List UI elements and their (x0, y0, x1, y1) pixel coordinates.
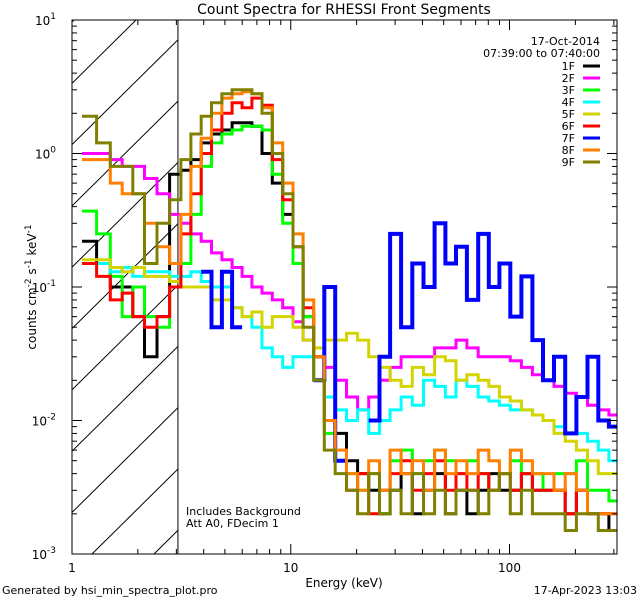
legend-label-6F: 6F (562, 120, 575, 133)
series-9F (82, 88, 617, 532)
series-group (82, 88, 617, 532)
x-tick-label: 1 (68, 561, 76, 575)
annotation-background: Includes Background (186, 505, 301, 518)
y-tick-label: 10-3 (32, 546, 56, 562)
y-tick-label: 10-2 (32, 413, 56, 429)
y-tick-label: 100 (35, 146, 56, 162)
x-tick-labels: 1 10 100 (68, 561, 521, 575)
legend-label-4F: 4F (562, 96, 575, 109)
legend-label-9F: 9F (562, 156, 575, 169)
legend-label-3F: 3F (562, 84, 575, 97)
footer-timestamp: 17-Apr-2023 13:03 (534, 584, 637, 597)
hatch-line (72, 20, 261, 207)
legend-label-5F: 5F (562, 108, 575, 121)
hatch-line (0, 20, 12, 554)
footer-generated-by: Generated by hsi_min_spectra_plot.pro (2, 584, 218, 597)
series-5F (82, 258, 617, 476)
legend-label-2F: 2F (562, 72, 575, 85)
annotation-attenuator: Att A0, FDecim 1 (186, 517, 279, 530)
x-tick-label: 100 (498, 561, 521, 575)
legend-label-8F: 8F (562, 144, 575, 157)
legend-date: 17-Oct-2014 (531, 35, 600, 48)
y-tick-label: 101 (35, 12, 56, 28)
chart-title: Count Spectra for RHESSI Front Segments (197, 2, 491, 18)
legend-time-range: 07:39:00 to 07:40:00 (483, 47, 600, 60)
y-axis-label: counts cm-2 s-1 keV-1 (24, 224, 39, 349)
axis-ticks (71, 20, 617, 555)
x-axis-label: Energy (keV) (305, 576, 382, 590)
legend-label-1F: 1F (562, 60, 575, 73)
hatch-line (72, 20, 199, 146)
x-tick-label: 10 (283, 561, 298, 575)
legend-label-7F: 7F (562, 132, 575, 145)
